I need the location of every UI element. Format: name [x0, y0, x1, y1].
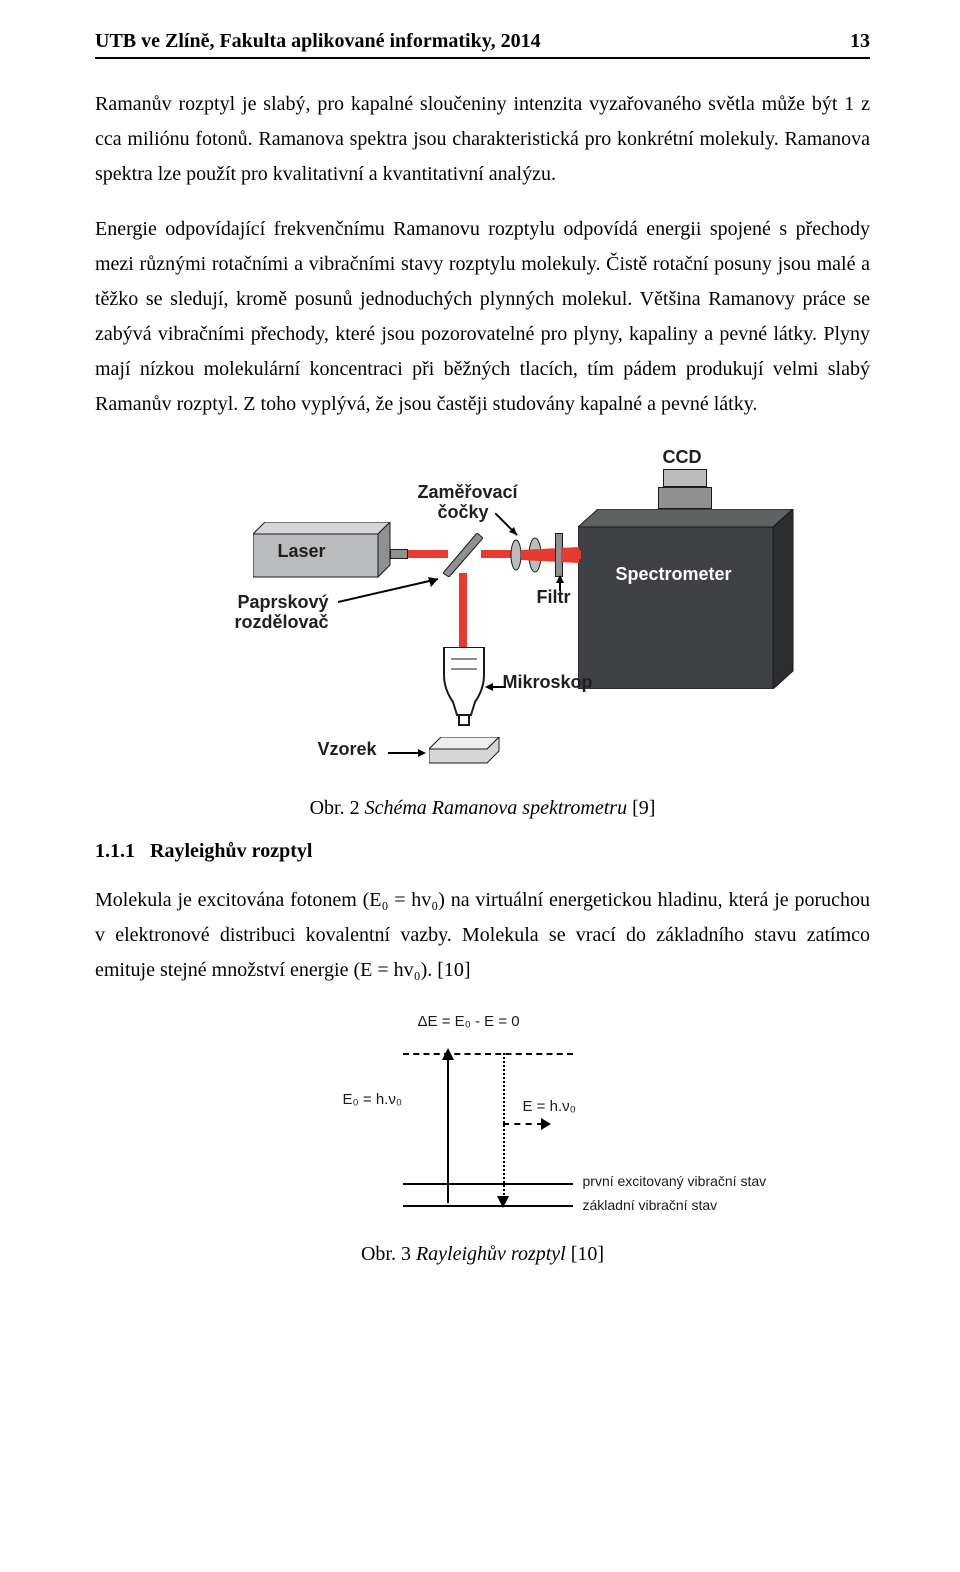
figure-2-wrap: ΔE = E₀ - E = 0 E₀ = h.ν₀ E = h.ν₀	[95, 1013, 870, 1233]
fig2-level-1	[403, 1183, 573, 1185]
fig2-level-0	[403, 1205, 573, 1207]
paragraph-3: Molekula je excitována fotonem (E₀ = hv₀…	[95, 883, 870, 988]
equation-2: (E = hv₀)	[353, 959, 427, 981]
cap2-prefix: Obr. 3	[361, 1243, 416, 1265]
page-header: UTB ve Zlíně, Fakulta aplikované informa…	[95, 30, 870, 59]
fig1-label-lenses-1: Zaměřovací	[418, 482, 518, 503]
cap1-suffix: [9]	[627, 797, 655, 819]
cap2-italic: Rayleighův rozptyl	[416, 1243, 566, 1265]
header-page-number: 13	[850, 30, 870, 53]
fig2-virtual-level	[403, 1053, 573, 1055]
fig2-level0-label: základní vibrační stav	[583, 1197, 718, 1213]
para3-part-a: Molekula je excitována fotonem	[95, 889, 363, 911]
fig1-arrow-filter	[556, 575, 566, 596]
fig1-label-lenses-2: čočky	[438, 502, 489, 523]
fig1-label-sample: Vzorek	[318, 739, 377, 760]
cap2-suffix: [10]	[566, 1243, 604, 1265]
fig1-arrow-bs	[338, 577, 448, 612]
paragraph-1: Ramanův rozptyl je slabý, pro kapalné sl…	[95, 87, 870, 192]
fig2-deltaE: ΔE = E₀ - E = 0	[418, 1013, 520, 1030]
fig1-beam-2	[481, 550, 511, 558]
fig1-label-bs-1: Paprskový	[238, 592, 329, 613]
fig1-label-spectrometer: Spectrometer	[616, 564, 732, 585]
fig2-dash-right	[503, 1123, 543, 1125]
fig1-spectrometer-block: Spectrometer	[578, 509, 803, 694]
fig2-arrow-down-line	[503, 1053, 505, 1203]
fig2-E: E = h.ν₀	[523, 1098, 576, 1115]
equation-1: (E₀ = hv₀)	[363, 889, 445, 911]
fig2-level1-label: první excitovaný vibrační stav	[583, 1173, 767, 1189]
fig2-arrow-up-line	[447, 1053, 449, 1203]
fig1-label-laser: Laser	[278, 541, 326, 562]
fig1-label-bs-2: rozdělovač	[235, 612, 329, 633]
fig1-sample-slab	[429, 737, 501, 770]
figure-2-rayleigh-diagram: ΔE = E₀ - E = 0 E₀ = h.ν₀ E = h.ν₀	[273, 1013, 693, 1233]
fig1-arrow-microscope	[485, 679, 505, 697]
fig1-arrow-lenses	[495, 513, 525, 546]
figure-1-raman-spectrometer: CCD Spectrometer	[163, 447, 803, 787]
fig2-arrow-down-head	[497, 1195, 509, 1212]
cap1-prefix: Obr. 2	[310, 797, 365, 819]
section-heading: 1.1.1 Rayleighův rozptyl	[95, 840, 870, 863]
fig2-E0: E₀ = h.ν₀	[343, 1091, 403, 1108]
section-num: 1.1.1	[95, 840, 135, 862]
figure-1-caption: Obr. 2 Schéma Ramanova spektrometru [9]	[95, 797, 870, 820]
paragraph-2: Energie odpovídající frekvenčnímu Ramano…	[95, 212, 870, 422]
figure-1-wrap: CCD Spectrometer	[95, 447, 870, 787]
para3-part-c: . [10]	[427, 959, 470, 981]
fig1-beam-1	[408, 550, 448, 558]
fig1-beam-down	[459, 573, 467, 651]
figure-2-caption: Obr. 3 Rayleighův rozptyl [10]	[95, 1243, 870, 1266]
fig2-arrow-up-head	[442, 1047, 454, 1064]
header-title: UTB ve Zlíně, Fakulta aplikované informa…	[95, 30, 541, 53]
fig1-arrow-sample	[388, 745, 428, 763]
fig1-microscope	[439, 647, 489, 732]
fig1-beam-3	[561, 547, 581, 568]
fig1-laser-nozzle	[390, 549, 408, 559]
cap1-italic: Schéma Ramanova spektrometru	[365, 797, 628, 819]
fig1-label-microscope: Mikroskop	[503, 672, 593, 693]
fig2-dash-right-head	[541, 1117, 551, 1134]
section-title: Rayleighův rozptyl	[150, 840, 312, 862]
fig1-label-ccd: CCD	[663, 447, 702, 468]
